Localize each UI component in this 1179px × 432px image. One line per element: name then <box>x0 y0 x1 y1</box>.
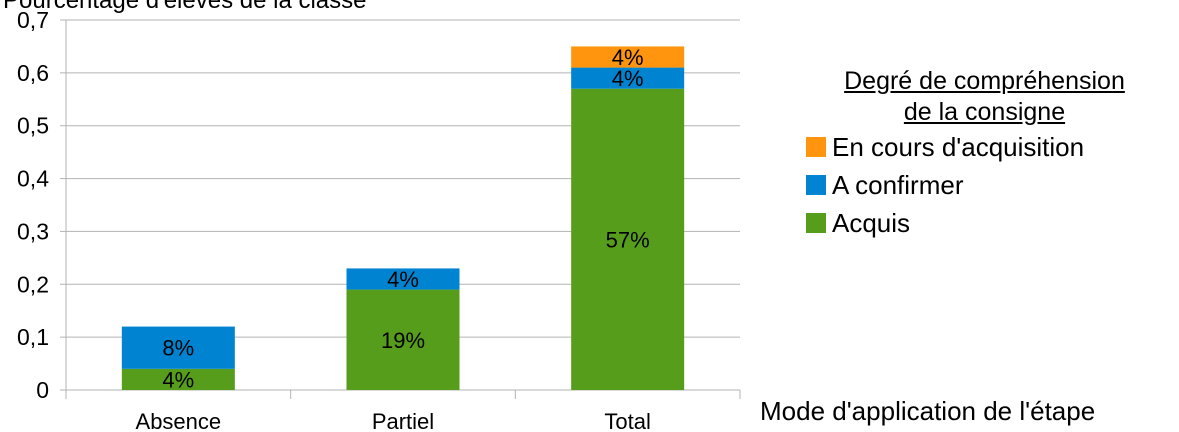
x-axis-title: Mode d'application de l'étape <box>760 396 1096 426</box>
bar-segment <box>121 368 235 390</box>
data-label: 8% <box>162 336 194 361</box>
y-tick-label: 0,5 <box>17 113 49 139</box>
legend-title: Degré de compréhension de la consigne <box>790 66 1179 128</box>
x-tick-label: Total <box>604 409 650 432</box>
bar-segment <box>571 88 685 390</box>
bar-segment <box>571 67 685 89</box>
legend-label-acquis: Acquis <box>832 207 911 238</box>
legend-item-en-cours: En cours d'acquisition <box>806 128 1179 166</box>
data-label: 19% <box>381 328 425 353</box>
y-tick-label: 0,6 <box>17 60 49 86</box>
legend-title-line-2: de la consigne <box>903 98 1066 126</box>
legend-label-a-confirmer: A confirmer <box>832 169 964 200</box>
data-label: 4% <box>612 66 644 91</box>
bar-segment <box>121 326 235 369</box>
legend-item-a-confirmer: A confirmer <box>806 166 1179 204</box>
y-tick-label: 0,3 <box>17 218 49 244</box>
bar-segment <box>571 46 685 68</box>
legend-swatch-en-cours <box>806 137 826 157</box>
x-tick-label: Absence <box>136 409 222 432</box>
y-tick-label: 0 <box>36 377 49 403</box>
bar-segment <box>346 268 460 290</box>
data-label: 57% <box>606 227 650 252</box>
y-tick-label: 0,4 <box>17 166 49 192</box>
legend-label-en-cours: En cours d'acquisition <box>832 131 1085 162</box>
legend: Degré de compréhension de la consigne En… <box>790 66 1179 242</box>
x-tick-label: Partiel <box>372 409 434 432</box>
y-tick-label: 0,7 <box>17 7 49 33</box>
legend-swatch-a-confirmer <box>806 175 826 195</box>
y-axis-title: Pourcentage d'élèves de la classe <box>3 0 367 14</box>
legend-item-acquis: Acquis <box>806 204 1179 242</box>
legend-title-line-1: Degré de compréhension <box>844 67 1125 95</box>
legend-swatch-acquis <box>806 213 826 233</box>
bar-segment <box>346 289 460 390</box>
y-tick-label: 0,2 <box>17 271 49 297</box>
y-tick-label: 0,1 <box>17 324 49 350</box>
data-label: 4% <box>612 45 644 70</box>
data-label: 4% <box>162 367 194 392</box>
data-label: 4% <box>387 267 419 292</box>
